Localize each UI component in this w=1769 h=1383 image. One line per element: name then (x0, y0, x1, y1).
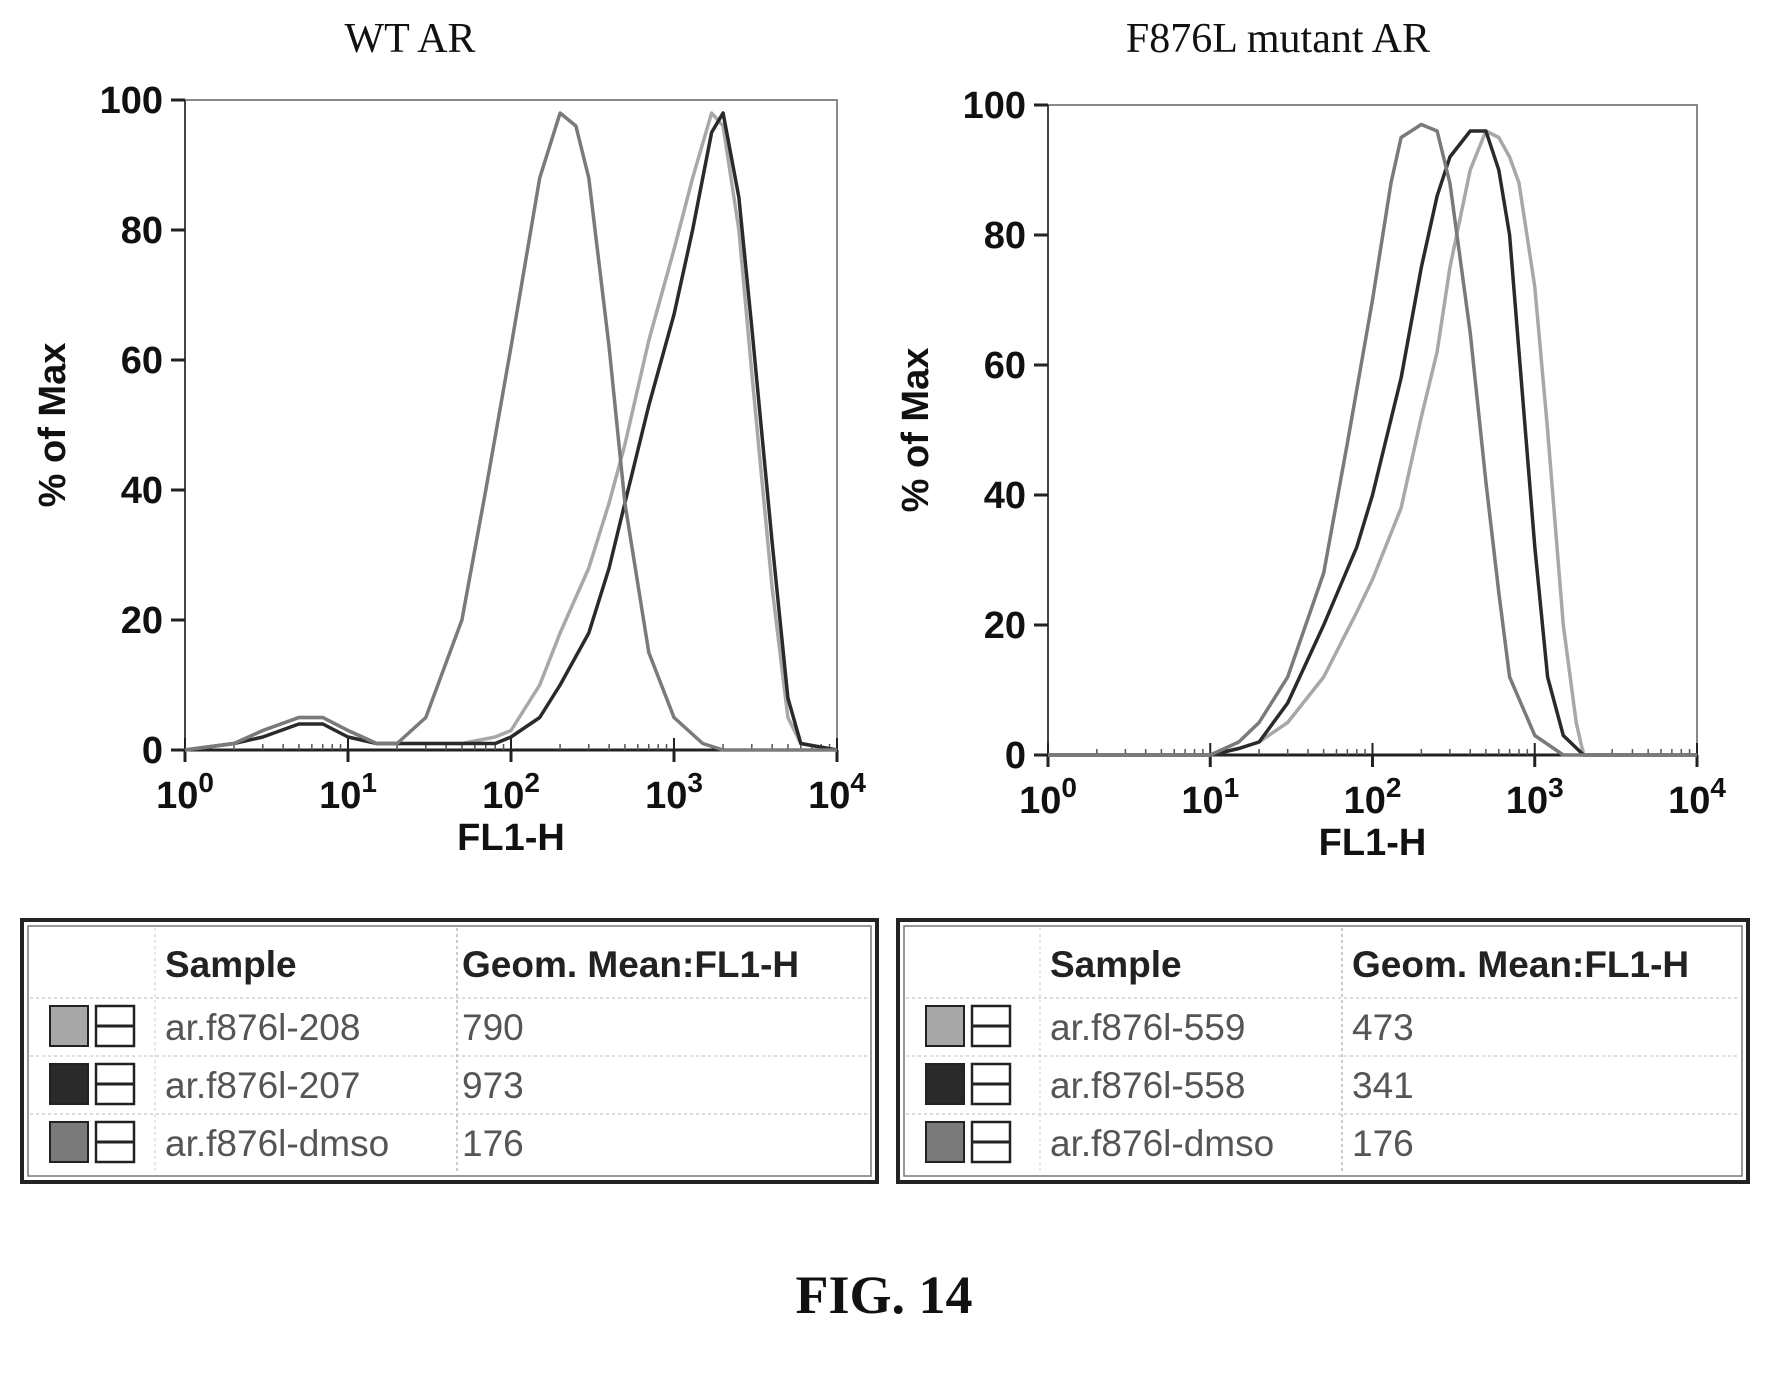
legend-header-value: Geom. Mean:FL1-H (462, 944, 799, 985)
legend-geom-mean-value: 973 (462, 1065, 524, 1106)
legend-header-value: Geom. Mean:FL1-H (1352, 944, 1689, 985)
y-axis-label: % of Max (895, 348, 937, 513)
x-tick-label: 103 (645, 767, 703, 817)
y-axis-label: % of Max (32, 343, 74, 508)
y-tick-label: 20 (984, 605, 1026, 647)
chart-title: F876L mutant AR (1126, 16, 1430, 62)
x-tick-label: 100 (156, 767, 214, 817)
x-tick-label: 100 (1019, 772, 1077, 822)
legend-table-f876l-mutant-ar: Sample Geom. Mean:FL1-H ar.f876l-559 473 ar.… (898, 920, 1748, 1182)
legend-header-sample: Sample (1050, 944, 1182, 985)
plot-frame (1048, 105, 1697, 755)
legend-sample-name: ar.f876l-559 (1050, 1007, 1245, 1048)
legend-color-swatch (50, 1064, 88, 1104)
series-line-2 (1048, 131, 1697, 755)
y-tick-label: 80 (121, 210, 163, 252)
y-tick-label: 40 (984, 475, 1026, 517)
x-tick-label: 103 (1506, 772, 1564, 822)
y-tick-label: 100 (100, 80, 163, 122)
x-tick-label: 101 (1181, 772, 1239, 822)
y-tick-label: 60 (121, 340, 163, 382)
y-tick-label: 20 (121, 600, 163, 642)
legend-color-swatch (50, 1122, 88, 1162)
x-axis-label: FL1-H (457, 817, 565, 859)
legend-sample-name: ar.f876l-208 (165, 1007, 360, 1048)
y-tick-label: 0 (142, 730, 163, 772)
chart-wt-ar: WT AR 0 20 40 60 80 100 100 101 102 103 104 FL1-H % o… (32, 16, 866, 859)
legend-geom-mean-value: 341 (1352, 1065, 1414, 1106)
legend-color-swatch (926, 1064, 964, 1104)
chart-title: WT AR (344, 16, 475, 62)
x-tick-label: 102 (1344, 772, 1402, 822)
series-line-2 (185, 113, 837, 750)
legend-sample-name: ar.f876l-dmso (1050, 1123, 1274, 1164)
legend-header-sample: Sample (165, 944, 297, 985)
y-tick-label: 60 (984, 345, 1026, 387)
series-line-3 (1048, 125, 1697, 756)
y-tick-label: 100 (963, 85, 1026, 127)
legend-color-swatch (926, 1122, 964, 1162)
x-tick-label: 104 (808, 767, 866, 817)
legend-geom-mean-value: 473 (1352, 1007, 1414, 1048)
legend-sample-name: ar.f876l-207 (165, 1065, 360, 1106)
figure-label: FIG. 14 (795, 1265, 972, 1325)
series-line-1 (1048, 131, 1697, 755)
legend-geom-mean-value: 790 (462, 1007, 524, 1048)
legend-sample-name: ar.f876l-558 (1050, 1065, 1245, 1106)
legend-color-swatch (926, 1006, 964, 1046)
x-axis-label: FL1-H (1319, 822, 1427, 864)
legend-geom-mean-value: 176 (462, 1123, 524, 1164)
x-tick-label: 104 (1668, 772, 1726, 822)
y-tick-label: 80 (984, 215, 1026, 257)
legend-geom-mean-value: 176 (1352, 1123, 1414, 1164)
chart-f876l-mutant-ar: F876L mutant AR 0 20 40 60 80 100 100 101 102 103 1… (895, 16, 1726, 864)
y-tick-label: 0 (1005, 735, 1026, 777)
legend-color-swatch (50, 1006, 88, 1046)
legend-table-wt-ar: Sample Geom. Mean:FL1-H ar.f876l-208 790 ar.… (22, 920, 877, 1182)
y-tick-label: 40 (121, 470, 163, 512)
x-tick-label: 102 (482, 767, 540, 817)
legend-sample-name: ar.f876l-dmso (165, 1123, 389, 1164)
x-tick-label: 101 (319, 767, 377, 817)
